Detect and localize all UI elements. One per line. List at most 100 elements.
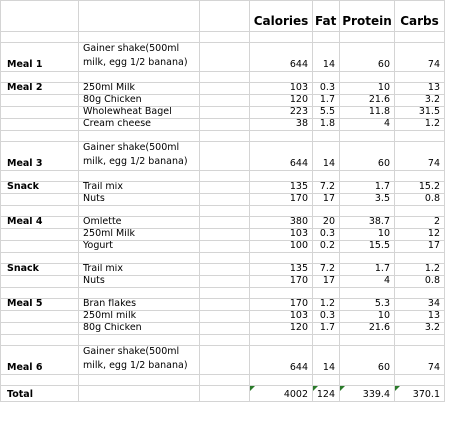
cell-food-item[interactable]: Trail mix xyxy=(79,264,200,276)
cell-meal-label[interactable] xyxy=(0,323,79,335)
cell-protein-value[interactable] xyxy=(340,131,395,142)
cell-protein-value[interactable]: 4 xyxy=(340,119,395,131)
cell-fat-value[interactable] xyxy=(313,288,340,299)
cell-carbs-value[interactable] xyxy=(395,335,445,346)
cell-food-item[interactable]: Bran flakes xyxy=(79,299,200,311)
cell-carbs-value[interactable]: 0.8 xyxy=(395,194,445,206)
cell-fat-value[interactable] xyxy=(313,375,340,386)
cell-meal-label[interactable] xyxy=(0,119,79,131)
cell-fat-value[interactable]: 1.2 xyxy=(313,299,340,311)
cell-calories-value[interactable]: 103 xyxy=(250,311,313,323)
cell-food-item[interactable] xyxy=(79,253,200,264)
cell-empty[interactable] xyxy=(200,206,250,217)
cell-fat-value[interactable]: 17 xyxy=(313,276,340,288)
cell-carbs-value[interactable]: 17 xyxy=(395,241,445,253)
cell-food-item[interactable]: Yogurt xyxy=(79,241,200,253)
cell-food-item[interactable] xyxy=(79,72,200,83)
cell-empty[interactable] xyxy=(200,142,250,171)
cell-protein-value[interactable]: 60 xyxy=(340,346,395,375)
cell-meal-label[interactable] xyxy=(0,288,79,299)
cell-calories-value[interactable]: 170 xyxy=(250,276,313,288)
cell-meal-label[interactable] xyxy=(0,107,79,119)
cell-calories-value[interactable] xyxy=(250,253,313,264)
cell-fat-value[interactable]: 7.2 xyxy=(313,182,340,194)
cell-food-item[interactable]: Omlette xyxy=(79,217,200,229)
cell-fat-value[interactable]: 14 xyxy=(313,346,340,375)
cell-protein-value[interactable] xyxy=(340,375,395,386)
cell-protein-value[interactable]: 1.7 xyxy=(340,182,395,194)
cell-food-item[interactable] xyxy=(79,206,200,217)
cell-carbs-value[interactable]: 31.5 xyxy=(395,107,445,119)
cell-protein-value[interactable]: 60 xyxy=(340,43,395,72)
cell-protein-value[interactable]: 15.5 xyxy=(340,241,395,253)
cell-fat-value[interactable]: 0.3 xyxy=(313,229,340,241)
header-calories[interactable]: Calories xyxy=(250,0,313,32)
cell-carbs-value[interactable] xyxy=(395,288,445,299)
cell-protein-value[interactable]: 21.6 xyxy=(340,323,395,335)
cell-empty[interactable] xyxy=(200,276,250,288)
cell-food-item[interactable]: Wholewheat Bagel xyxy=(79,107,200,119)
cell-meal-label[interactable] xyxy=(0,131,79,142)
cell-calories-value[interactable]: 38 xyxy=(250,119,313,131)
cell-meal-label[interactable] xyxy=(0,194,79,206)
cell-calories-value[interactable] xyxy=(250,288,313,299)
cell-food-item[interactable]: 250ml Milk xyxy=(79,229,200,241)
cell-meal-label[interactable] xyxy=(0,375,79,386)
cell-carbs-value[interactable]: 13 xyxy=(395,83,445,95)
cell-fat-value[interactable]: 0.3 xyxy=(313,83,340,95)
cell-carbs-value[interactable]: 1.2 xyxy=(395,264,445,276)
cell-food-item[interactable]: 80g Chicken xyxy=(79,323,200,335)
cell-fat-value[interactable]: 1.7 xyxy=(313,323,340,335)
cell-fat-value[interactable]: 124 xyxy=(313,386,340,402)
cell-fat-value[interactable]: 5.5 xyxy=(313,107,340,119)
cell-carbs-value[interactable]: 2 xyxy=(395,217,445,229)
cell-empty[interactable] xyxy=(200,43,250,72)
cell-fat-value[interactable] xyxy=(313,131,340,142)
cell-carbs-value[interactable] xyxy=(395,253,445,264)
cell-meal-label[interactable]: Meal 5 xyxy=(0,299,79,311)
cell-meal-label[interactable]: Snack xyxy=(0,264,79,276)
cell-food-item[interactable]: 250ml Milk xyxy=(79,83,200,95)
cell-food-item[interactable] xyxy=(79,32,200,43)
cell-meal-label[interactable]: Snack xyxy=(0,182,79,194)
cell-carbs-value[interactable]: 3.2 xyxy=(395,323,445,335)
cell-carbs-value[interactable]: 1.2 xyxy=(395,119,445,131)
cell-fat-value[interactable] xyxy=(313,206,340,217)
cell-calories-value[interactable] xyxy=(250,171,313,182)
cell-calories-value[interactable]: 644 xyxy=(250,346,313,375)
cell-empty[interactable] xyxy=(200,288,250,299)
cell-food-item[interactable]: Cream cheese xyxy=(79,119,200,131)
cell-protein-value[interactable] xyxy=(340,72,395,83)
cell-empty[interactable] xyxy=(200,264,250,276)
cell-calories-value[interactable] xyxy=(250,32,313,43)
cell-empty[interactable] xyxy=(200,119,250,131)
cell-fat-value[interactable]: 0.3 xyxy=(313,311,340,323)
cell-empty[interactable] xyxy=(200,241,250,253)
cell-fat-value[interactable]: 0.2 xyxy=(313,241,340,253)
cell-carbs-value[interactable] xyxy=(395,375,445,386)
cell-fat-value[interactable] xyxy=(313,32,340,43)
cell-meal-label[interactable]: Meal 3 xyxy=(0,142,79,171)
cell-empty[interactable] xyxy=(200,229,250,241)
cell-protein-value[interactable]: 60 xyxy=(340,142,395,171)
cell-fat-value[interactable]: 14 xyxy=(313,43,340,72)
cell-empty[interactable] xyxy=(200,323,250,335)
cell-protein-value[interactable] xyxy=(340,32,395,43)
cell-protein-value[interactable] xyxy=(340,171,395,182)
cell-meal-label[interactable] xyxy=(0,241,79,253)
cell-calories-value[interactable]: 135 xyxy=(250,182,313,194)
cell-food-item[interactable] xyxy=(79,171,200,182)
cell-protein-value[interactable] xyxy=(340,253,395,264)
cell-fat-value[interactable]: 20 xyxy=(313,217,340,229)
cell-protein-value[interactable]: 10 xyxy=(340,311,395,323)
header-carbs[interactable]: Carbs xyxy=(395,0,445,32)
cell-fat-value[interactable]: 14 xyxy=(313,142,340,171)
cell-food-item[interactable] xyxy=(79,131,200,142)
cell-fat-value[interactable]: 17 xyxy=(313,194,340,206)
cell-meal-label[interactable]: Total xyxy=(0,386,79,402)
cell-food-item[interactable]: Gainer shake(500ml milk, egg 1/2 banana) xyxy=(79,142,200,171)
cell-carbs-value[interactable]: 12 xyxy=(395,229,445,241)
header-cell-empty[interactable] xyxy=(79,0,200,32)
cell-carbs-value[interactable] xyxy=(395,131,445,142)
cell-empty[interactable] xyxy=(200,375,250,386)
